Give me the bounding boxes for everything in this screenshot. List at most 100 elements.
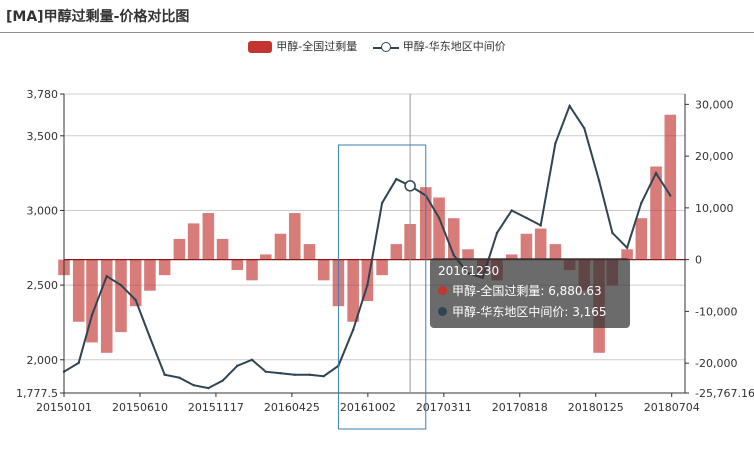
line-point [192,383,195,387]
bar [303,244,316,260]
bar [115,259,127,333]
x-tick-label: 20170818 [492,401,548,414]
legend-bar-swatch [248,41,273,53]
line-point [119,283,123,287]
bar [317,259,330,281]
line-point [77,361,80,364]
legend-line-swatch [372,41,399,53]
line-point [148,336,152,339]
x-tick-label: 20180704 [644,401,700,414]
tooltip-line-text: 甲醇-华东地区中间价: 3,165 [452,305,607,319]
legend-bar-label: 甲醇-全国过剩量 [276,40,358,53]
line-point [90,313,94,317]
tooltip-row-bar: 甲醇-全国过剩量: 6,880.63 [438,282,622,299]
y-right-tick-label: 20,000 [695,150,734,163]
line-point [669,194,672,197]
bar [187,223,200,260]
bar [347,259,359,322]
line-point [395,177,398,181]
y-right-tick-label: 10,000 [695,202,734,215]
tooltip-bar-dot [438,286,447,295]
bar [100,259,113,353]
bar [288,213,301,260]
bar [448,218,460,260]
line-point [322,375,325,378]
bar [231,259,244,270]
line-point [250,358,254,361]
x-tick-label: 20150610 [112,401,168,414]
line-point [539,224,542,227]
x-tick-label: 20161002 [340,401,396,414]
y-right-tick-label: -10,000 [695,305,737,318]
bar [274,233,287,260]
bar [260,254,272,260]
line-point [279,372,282,375]
bar [202,213,215,260]
y-left-tick-label: 3,500 [27,130,59,143]
y-left-tick-label: 2,500 [27,279,59,292]
line-series [62,103,672,390]
bar [158,259,171,276]
x-tick-label: 20170311 [416,401,472,414]
y-right-tick-label: -20,000 [695,357,737,370]
chart-title: [MA]甲醇过剩量-价格对比图 [6,9,190,25]
bar [216,238,229,260]
y-left-tick-label: 2,000 [27,354,59,367]
line-point [625,246,629,249]
line-point [597,179,601,182]
bar [534,228,547,260]
legend-item-bar-series[interactable]: 甲醇-全国过剩量 [248,38,357,54]
x-tick-label: 20160425 [264,401,320,414]
selection-box [337,144,427,430]
bar [650,166,662,260]
bar [376,259,388,276]
cursor-overlay [337,94,427,430]
highlight-point [404,180,416,192]
x-tick-label: 20151117 [188,401,244,414]
bar [129,259,142,307]
line-point [221,379,224,382]
line-point [134,298,137,302]
bar [549,244,562,260]
line-point [293,373,296,376]
line-point [264,370,267,373]
legend-line-label: 甲醇-华东地区中间价 [402,40,506,53]
line-point [568,104,571,108]
line-point [525,216,528,220]
line-point [654,171,658,175]
axes: 3,780 3,500 3,000 2,500 2,000 1,777.5 30,000 20… [16,88,754,414]
bar [86,259,98,343]
line-point [583,127,586,130]
x-tick-label: 20180125 [568,401,624,414]
line-point [105,274,108,278]
x-tick-label: 20150101 [36,401,92,414]
line-point [308,373,311,376]
bar [144,259,156,291]
bar [462,249,474,260]
y-left-tick-label: 1,777.5 [16,387,58,400]
line-point [640,201,643,205]
line-point [236,364,239,367]
bar [520,233,533,260]
bar [664,114,677,260]
line-point [554,142,557,145]
line-point [178,376,181,379]
legend-item-line-series[interactable]: 甲醇-华东地区中间价 [372,38,506,54]
legend: 甲醇-全国过剩量 甲醇-华东地区中间价 [0,38,754,54]
line-point [495,231,499,235]
line-point [452,254,455,257]
bar [246,259,258,281]
tooltip-line-dot [438,307,447,316]
line-point [366,283,369,287]
y-right-tick-label: 0 [695,254,702,267]
bar [621,249,633,260]
bar [505,254,518,260]
y-right-tick-label: -25,767.16 [695,387,754,400]
data-tooltip: 20161230 甲醇-全国过剩量: 6,880.63 甲醇-华东地区中间价: … [430,258,630,328]
y-right-tick-label: 30,000 [695,98,734,111]
bar [635,218,648,260]
title-divider [0,32,754,33]
line-point [207,386,210,390]
y-left-tick-label: 3,780 [27,88,59,101]
